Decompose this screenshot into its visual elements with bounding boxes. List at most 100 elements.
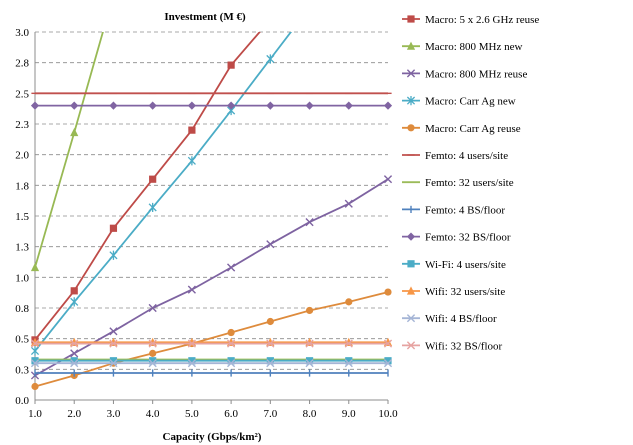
- axes: 0.0 0.3 0.5 0.8 1.0 1.3 1.5 1.8 2.0 2.3 2.5 2.8 3.0 1…: [15, 27, 398, 420]
- series-8: [34, 369, 389, 377]
- data-point: [266, 54, 275, 64]
- legend-item: Wifi: 32 BS/floor: [402, 340, 503, 352]
- legend-item: Femto: 4 BS/floor: [402, 204, 505, 216]
- legend-item: Wifi: 32 users/site: [402, 286, 505, 298]
- data-point: [109, 339, 118, 348]
- y-tick-label: 1.8: [15, 180, 29, 192]
- data-point: [70, 101, 79, 110]
- legend-item: Femto: 32 users/site: [402, 177, 514, 189]
- y-tick-label: 0.5: [15, 334, 29, 346]
- data-point: [266, 101, 275, 110]
- data-point: [227, 61, 235, 69]
- y-tick-label: 1.5: [15, 211, 29, 223]
- data-point: [188, 357, 196, 365]
- legend-marker: [407, 15, 415, 23]
- data-point: [227, 357, 235, 365]
- data-point: [149, 175, 157, 183]
- legend-marker: [407, 260, 415, 268]
- data-point: [266, 359, 275, 368]
- legend-label: Femto: 4 users/site: [425, 150, 508, 162]
- legend-item: Wifi: 4 BS/floor: [402, 313, 497, 325]
- x-tick-label: 7.0: [263, 408, 277, 420]
- x-tick-label: 5.0: [185, 408, 199, 420]
- data-point: [70, 297, 79, 307]
- legend-label: Wifi: 32 BS/floor: [425, 340, 503, 352]
- legend-label: Femto: 4 BS/floor: [425, 204, 505, 216]
- data-point: [227, 328, 235, 337]
- data-point: [30, 262, 40, 272]
- legend-marker: [406, 41, 416, 50]
- data-point: [109, 359, 118, 368]
- series-line: [34, 32, 293, 352]
- data-point: [187, 339, 196, 348]
- y-tick-label: 0.3: [15, 364, 29, 376]
- data-point: [109, 357, 118, 365]
- data-point: [266, 357, 274, 365]
- legend-item: Macro: Carr Ag reuse: [402, 123, 521, 135]
- data-point: [266, 317, 274, 326]
- legend-label: Wifi: 32 users/site: [425, 286, 505, 298]
- legend-label: Femto: 32 BS/floor: [425, 232, 511, 244]
- y-tick-label: 2.0: [15, 150, 29, 162]
- legend-item: Macro: 800 MHz reuse: [402, 68, 527, 80]
- legend-item: Macro: 5 x 2.6 GHz reuse: [402, 14, 539, 26]
- x-tick-label: 2.0: [67, 408, 81, 420]
- data-point: [305, 101, 314, 110]
- x-tick-label: 3.0: [107, 408, 121, 420]
- data-point: [70, 287, 78, 295]
- data-point: [148, 202, 157, 213]
- data-point: [227, 359, 236, 368]
- data-point: [149, 357, 157, 365]
- chart-title: Investment (M €): [164, 11, 246, 23]
- legend-label: Macro: 800 MHz new: [425, 41, 523, 53]
- data-point: [187, 156, 196, 166]
- data-point: [70, 127, 79, 137]
- data-point: [148, 101, 157, 110]
- data-point: [345, 298, 353, 306]
- x-axis-title: Capacity (Gbps/km²): [163, 431, 262, 443]
- legend-marker: [406, 96, 416, 106]
- data-point: [266, 339, 275, 348]
- data-point: [266, 240, 275, 249]
- x-tick-label: 8.0: [303, 408, 317, 420]
- series-9: [30, 101, 393, 110]
- data-point: [305, 218, 314, 227]
- y-tick-label: 2.5: [15, 88, 29, 100]
- data-point: [383, 359, 393, 368]
- legend-marker: [406, 341, 416, 350]
- data-point: [384, 288, 392, 296]
- x-tick-label: 1.0: [28, 408, 42, 420]
- data-point: [344, 199, 353, 208]
- data-point: [70, 339, 79, 348]
- legend-item: Femto: 4 users/site: [402, 150, 508, 162]
- data-point: [109, 224, 118, 232]
- data-point: [305, 306, 314, 315]
- data-point: [187, 101, 196, 110]
- legend-label: Macro: 800 MHz reuse: [425, 68, 527, 80]
- legend-label: Macro: 5 x 2.6 GHz reuse: [425, 14, 539, 26]
- data-point: [30, 101, 40, 110]
- data-point: [227, 101, 236, 110]
- legend-marker: [406, 286, 416, 295]
- series-5: [31, 288, 392, 391]
- y-tick-label: 1.0: [15, 272, 29, 284]
- data-point: [30, 359, 40, 368]
- legend-marker: [407, 124, 415, 132]
- series-4: [30, 32, 293, 356]
- legend-label: Wifi: 4 BS/floor: [425, 313, 497, 325]
- data-point: [30, 339, 40, 348]
- data-point: [344, 359, 353, 368]
- data-point: [109, 250, 118, 260]
- y-tick-label: 1.3: [15, 242, 29, 254]
- series-area: [30, 32, 393, 391]
- legend-item: Macro: Carr Ag new: [402, 96, 516, 108]
- x-tick-label: 4.0: [146, 408, 160, 420]
- data-point: [383, 339, 393, 348]
- data-point: [305, 339, 314, 348]
- y-tick-label: 2.8: [15, 58, 29, 70]
- data-point: [31, 382, 39, 391]
- legend-item: Wi-Fi: 4 users/site: [402, 259, 506, 271]
- data-point: [383, 101, 393, 110]
- series-10: [31, 357, 392, 365]
- data-point: [109, 101, 118, 110]
